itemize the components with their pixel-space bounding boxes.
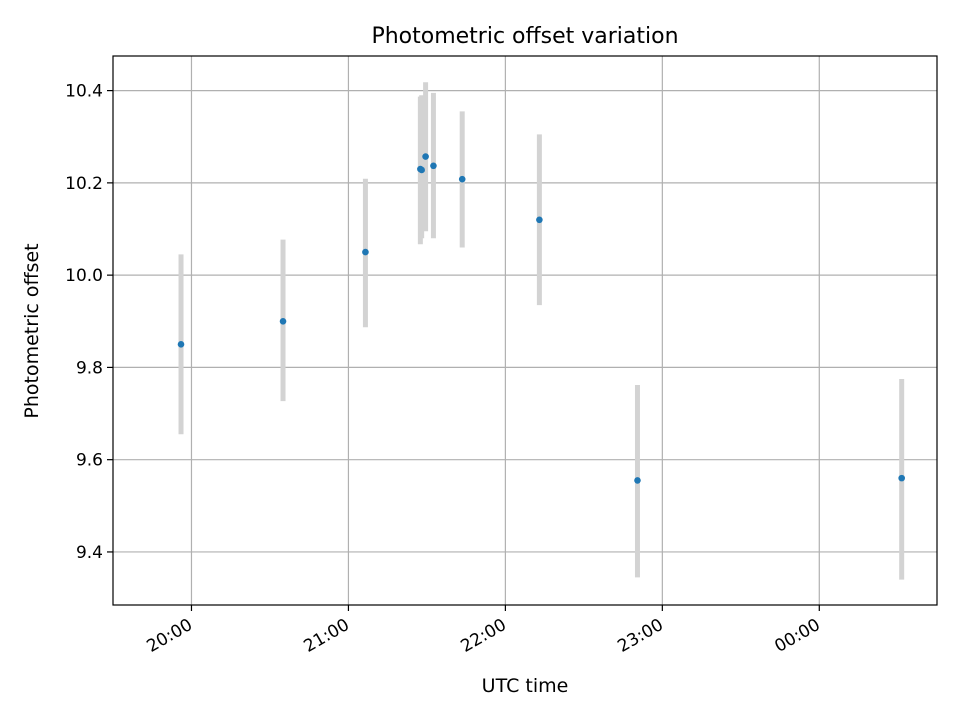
data-points — [177, 153, 905, 484]
data-point — [430, 162, 437, 170]
grid-lines — [113, 56, 937, 605]
y-tick-label: 9.4 — [76, 543, 103, 563]
y-tick-label: 10.2 — [65, 174, 103, 194]
plot-frame — [112, 55, 938, 606]
data-point — [362, 248, 369, 256]
data-point — [422, 153, 429, 160]
x-axis-label: UTC time — [482, 675, 569, 697]
data-point — [634, 477, 641, 484]
y-tick-label: 9.8 — [76, 358, 103, 378]
data-point — [458, 175, 466, 183]
y-axis-label: Photometric offset — [21, 243, 43, 418]
y-tick-label: 10.0 — [65, 266, 103, 286]
y-tick-label: 9.6 — [76, 451, 103, 471]
data-point — [898, 474, 905, 482]
data-point — [536, 216, 543, 224]
data-point — [418, 166, 425, 174]
chart-title: Photometric offset variation — [371, 24, 678, 49]
data-point — [279, 317, 287, 325]
data-point — [177, 341, 185, 348]
y-tick-label: 10.4 — [65, 82, 103, 102]
